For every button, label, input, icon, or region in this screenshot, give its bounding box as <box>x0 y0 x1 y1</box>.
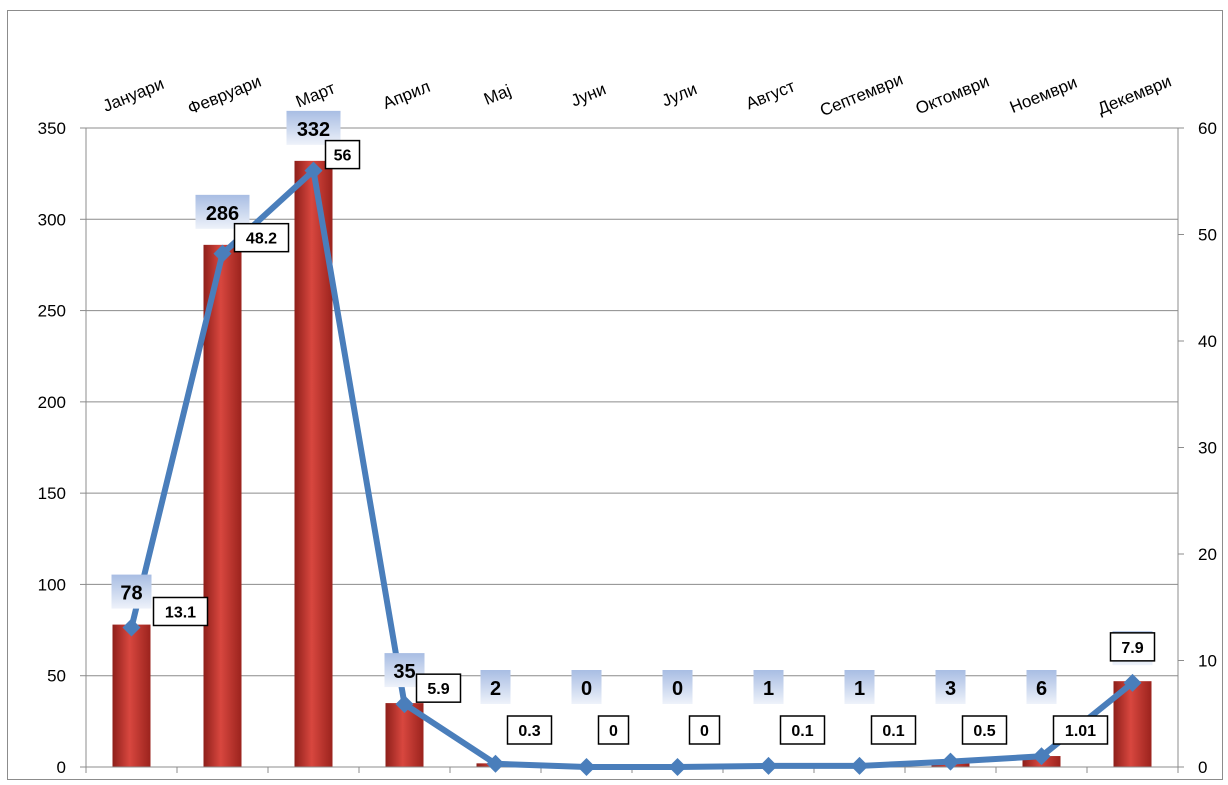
bar-label: 6 <box>1036 678 1047 700</box>
line-label-box <box>324 139 361 170</box>
line-point <box>850 756 869 775</box>
category-label: Јануари <box>100 74 167 116</box>
bar <box>112 624 151 767</box>
y-right-tick-label: 50 <box>1198 226 1217 245</box>
line-point <box>122 618 141 637</box>
line-label: 0.1 <box>882 723 904 740</box>
bar-label: 35 <box>393 661 415 683</box>
line-label: 56 <box>334 148 352 165</box>
line-point <box>759 756 778 775</box>
bar-label-box <box>753 670 784 704</box>
category-label: Февруари <box>185 72 264 119</box>
category-label: Октомври <box>913 72 992 119</box>
line-label-box <box>233 222 290 253</box>
line-point <box>577 758 596 776</box>
category-label: Август <box>743 76 798 113</box>
line-label-box <box>506 715 553 745</box>
line-label: 0 <box>700 723 709 740</box>
category-label: Мај <box>481 81 514 109</box>
line-label: 0 <box>609 723 618 740</box>
line-series <box>122 161 1142 776</box>
category-label: Декември <box>1095 72 1174 119</box>
data-labels: 782863323520011364713.148.2565.90.3000.1… <box>111 110 1156 745</box>
line-label-box <box>779 715 826 745</box>
line-point <box>1032 747 1051 766</box>
bar-label-box <box>844 670 875 704</box>
line-label: 48.2 <box>246 231 277 248</box>
y-left-tick-label: 250 <box>38 302 66 321</box>
y-left-tick-label: 350 <box>38 119 66 138</box>
bar-label-box <box>1026 670 1057 704</box>
category-label: Март <box>293 78 338 111</box>
bar-label: 0 <box>672 678 683 700</box>
y-right-tick-label: 20 <box>1198 545 1217 564</box>
category-labels: Јануари Февруари Март Април Мај Јуни Јули Авгус… <box>100 70 1174 120</box>
line-label-box <box>1109 632 1156 662</box>
line-path <box>128 167 1135 770</box>
y-right-tick-label: 0 <box>1198 758 1207 777</box>
y-left-tick-label: 0 <box>57 758 66 777</box>
bar-label: 78 <box>120 583 142 605</box>
y-left-tick-label: 100 <box>38 575 66 594</box>
category-label: Септември <box>817 70 905 120</box>
y-left-tick-label: 150 <box>38 484 66 503</box>
line-label: 0.5 <box>973 723 995 740</box>
y-left-tick-label: 200 <box>38 393 66 412</box>
line-point <box>941 752 960 771</box>
line-point <box>1123 673 1142 692</box>
y-left-tick-label: 50 <box>47 667 66 686</box>
line-label: 0.3 <box>518 723 540 740</box>
y-right-tick-label: 40 <box>1198 332 1217 351</box>
line-label-box <box>688 715 721 745</box>
y-right-tick-label: 60 <box>1198 119 1217 138</box>
bar-label-box <box>286 110 341 145</box>
line-label: 13.1 <box>165 604 196 621</box>
bar <box>203 244 242 768</box>
bar-label: 1 <box>854 678 865 700</box>
chart-frame <box>7 10 1223 780</box>
y-right-tick-label: 10 <box>1198 652 1217 671</box>
bar-label: 332 <box>297 119 330 141</box>
bar-label: 3 <box>945 678 956 700</box>
line-point <box>304 161 323 180</box>
line-label-box <box>1052 715 1109 745</box>
y-left-tick-label: 300 <box>38 210 66 229</box>
bar-label-box <box>935 670 966 704</box>
line-point <box>486 754 505 773</box>
line-label-box <box>870 715 917 745</box>
bar-label-box <box>571 670 602 704</box>
bar-label-box <box>480 670 511 704</box>
line-label-box <box>415 673 462 703</box>
line-label: 1.01 <box>1065 723 1096 740</box>
gridlines <box>86 127 1178 677</box>
line-point <box>213 244 232 263</box>
line-label: 5.9 <box>427 681 449 698</box>
bar-label: 0 <box>581 678 592 700</box>
bar-label: 286 <box>206 203 239 225</box>
category-label: Ноември <box>1007 73 1080 117</box>
bar-label: 2 <box>490 678 501 700</box>
bar-label-box <box>111 574 152 609</box>
category-label: Јули <box>659 79 700 110</box>
category-label: Април <box>380 77 433 113</box>
y-right-tick-label: 30 <box>1198 439 1217 458</box>
line-label-box <box>152 596 209 627</box>
line-point <box>668 758 687 776</box>
line-label: 0.1 <box>791 723 813 740</box>
line-label: 7.9 <box>1121 640 1143 657</box>
line-point <box>395 695 414 714</box>
bar-label-box <box>662 670 693 704</box>
line-label-box <box>961 715 1008 745</box>
bar-label: 1 <box>763 678 774 700</box>
category-label: Јуни <box>568 79 608 110</box>
line-label-box <box>597 715 630 745</box>
